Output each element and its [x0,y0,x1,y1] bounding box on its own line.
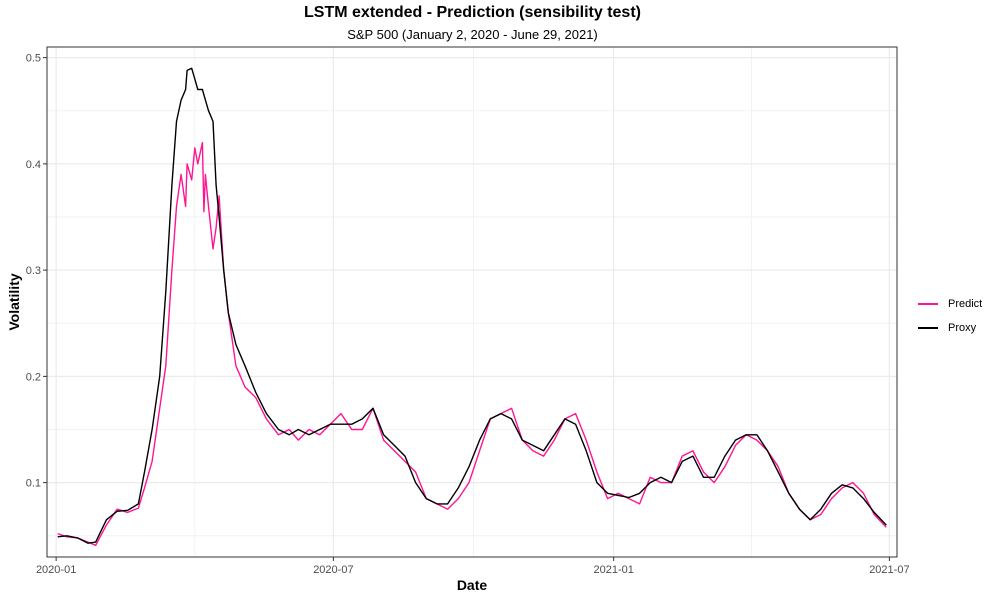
x-tick-label: 2020-07 [313,564,353,576]
series-line-predict [57,141,887,546]
legend-item-predict: Predict [918,292,982,316]
legend-label-predict: Predict [948,298,983,310]
y-tick-label: 0.1 [26,478,41,490]
y-tick-label: 0.2 [26,371,41,383]
x-tick-label: 2020-01 [36,564,76,576]
legend-item-proxy: Proxy [918,316,982,340]
chart-title: LSTM extended - Prediction (sensibility … [304,4,641,21]
y-tick-label: 0.4 [26,159,41,171]
legend-label-proxy: Proxy [948,322,977,334]
x-tick-label: 2021-07 [869,564,909,576]
x-tick-label: 2021-01 [593,564,633,576]
chart-subtitle: S&P 500 (January 2, 2020 - June 29, 2021… [347,27,598,42]
y-tick-label: 0.5 [26,53,41,65]
legend-key-proxy [918,327,938,329]
legend-key-predict [918,303,938,305]
y-axis-title: Volatility [6,273,22,331]
series-line-proxy [57,67,887,544]
x-axis-title: Date [457,577,488,593]
plot-panel [47,47,897,557]
y-tick-label: 0.3 [26,265,41,277]
legend: Predict Proxy [918,292,982,340]
plot-border [46,46,898,558]
